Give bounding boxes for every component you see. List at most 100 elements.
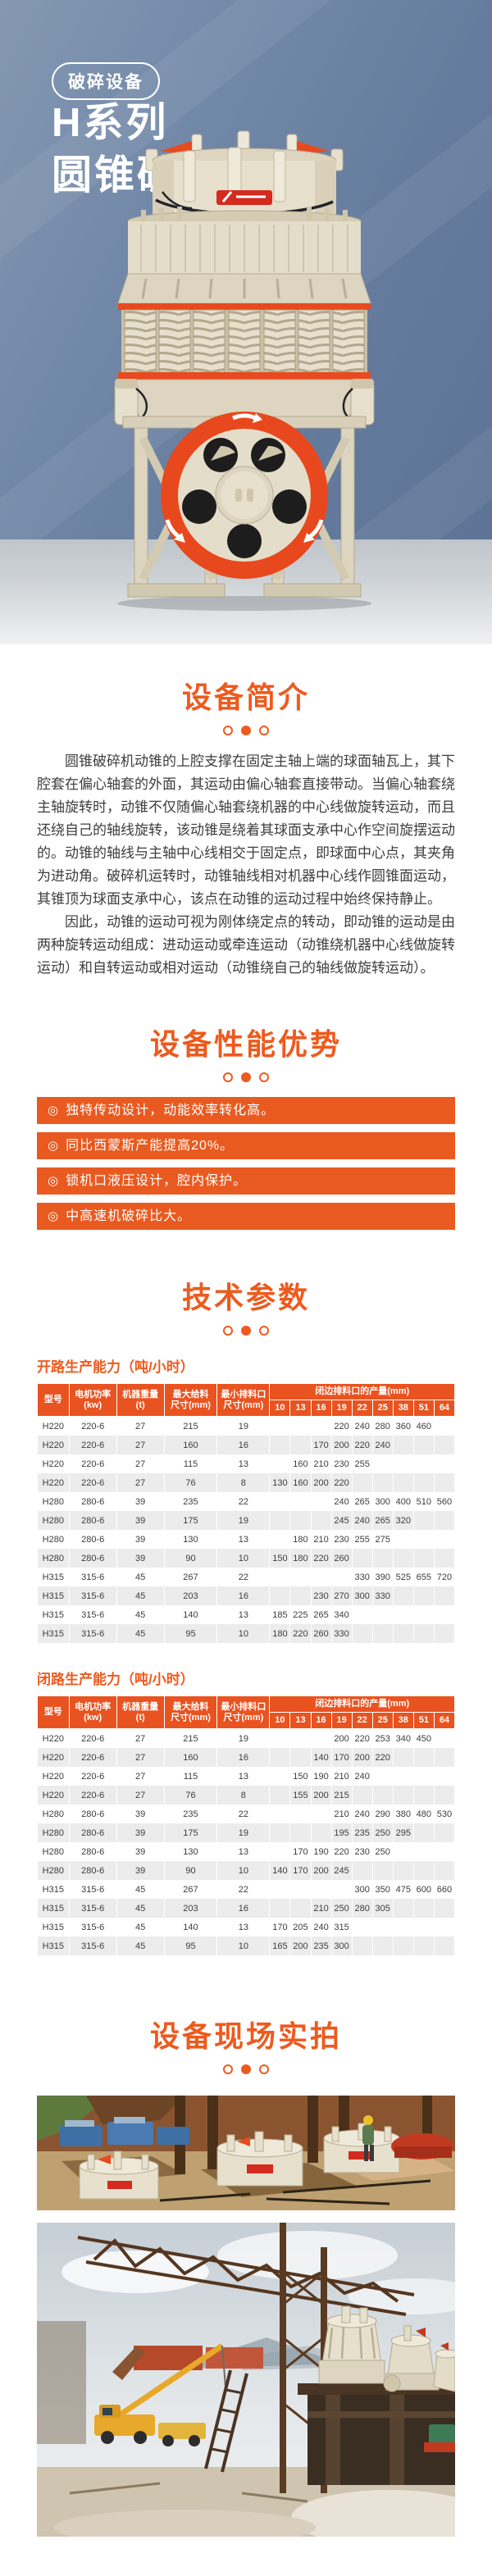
- table-cell: 150: [289, 1767, 312, 1786]
- table-cell: 165: [269, 1937, 291, 1955]
- table-cell: [310, 1728, 332, 1748]
- table-cell: 220: [330, 1473, 353, 1492]
- table-cell: [433, 1605, 456, 1624]
- table-cell: 195: [330, 1823, 353, 1842]
- table-row: H315 315-6 45 140 13 185 225 265 340: [37, 1605, 456, 1624]
- table-cell: [392, 1454, 414, 1473]
- table-cell: H280: [37, 1511, 70, 1530]
- table-cell: 210: [310, 1454, 332, 1473]
- table-row: H315 315-6 45 203 16 230 270 300 330: [37, 1586, 456, 1605]
- table-cell: 76: [163, 1786, 218, 1805]
- advantages-list: ◎ 独特传动设计，动能效率转化高。 ◎ 同比西蒙斯产能提高20%。 ◎ 锁机口液压设计，腔…: [37, 1097, 455, 1230]
- table-cell: 8: [216, 1473, 271, 1492]
- table-cell: H315: [37, 1899, 70, 1918]
- table-cell: 235: [310, 1937, 332, 1955]
- table-cell: 22: [216, 1492, 271, 1511]
- table-cell: 220-6: [68, 1786, 117, 1805]
- column-header: 最小排料口 尺寸(mm): [216, 1695, 271, 1729]
- size-header: 51: [412, 1400, 435, 1417]
- table-cell: [412, 1473, 435, 1492]
- table-cell: [310, 1511, 332, 1530]
- size-header: 10: [269, 1712, 291, 1729]
- table-cell: 280-6: [68, 1530, 117, 1549]
- size-header: 38: [392, 1400, 414, 1417]
- table-cell: 10: [216, 1861, 271, 1880]
- table-cell: 245: [330, 1861, 353, 1880]
- table-cell: 510: [412, 1492, 435, 1511]
- size-header: 16: [310, 1400, 332, 1417]
- column-header: 电机功率 (kw): [68, 1383, 117, 1417]
- table-row: H220 220-6 27 76 8 130 160 200 220: [37, 1473, 456, 1492]
- table-cell: 170: [269, 1918, 291, 1937]
- table-cell: 200: [310, 1861, 332, 1880]
- table-cell: 170: [330, 1748, 353, 1767]
- table-cell: [269, 1767, 291, 1786]
- table-cell: [412, 1767, 435, 1786]
- table-cell: 260: [310, 1624, 332, 1643]
- table-cell: 16: [216, 1436, 271, 1454]
- table-cell: 220-6: [68, 1436, 117, 1454]
- table-cell: H220: [37, 1767, 70, 1786]
- table-cell: 130: [269, 1473, 291, 1492]
- table-cell: [269, 1728, 291, 1748]
- table-cell: 180: [289, 1530, 312, 1549]
- table-row: H315 315-6 45 140 13 170 205 240 315: [37, 1918, 456, 1937]
- table-cell: [433, 1436, 456, 1454]
- table-cell: [371, 1549, 394, 1568]
- table-caption-open-circuit: 开路生产能力（吨/小时）: [37, 1359, 194, 1375]
- advantage-bar: ◎ 中高速机破碎比大。: [37, 1203, 455, 1230]
- dot-outline: [223, 1072, 233, 1082]
- size-header: 25: [371, 1400, 394, 1417]
- dot-filled: [241, 726, 251, 735]
- spec-table-open-circuit: 型号 电机功率 (kw) 机器重量 (t) 最大给料 尺寸(mm) 最小排料口 尺寸(m…: [37, 1383, 456, 1643]
- table-cell: 315-6: [68, 1624, 117, 1643]
- table-cell: 220: [351, 1436, 373, 1454]
- table-cell: 235: [163, 1492, 218, 1511]
- section-title-photos: 设备现场实拍: [149, 2019, 342, 2053]
- column-header: 最大给料 尺寸(mm): [163, 1383, 218, 1417]
- table-cell: [412, 1605, 435, 1624]
- table-cell: 45: [116, 1568, 165, 1586]
- table-cell: H220: [37, 1454, 70, 1473]
- table-cell: 240: [330, 1492, 353, 1511]
- table-cell: 39: [116, 1511, 165, 1530]
- table-cell: 13: [216, 1605, 271, 1624]
- table-cell: 45: [116, 1899, 165, 1918]
- table-cell: 230: [330, 1530, 353, 1549]
- table-cell: [392, 1842, 414, 1861]
- table-cell: 260: [330, 1549, 353, 1568]
- table-cell: [433, 1842, 456, 1861]
- table-cell: H280: [37, 1492, 70, 1511]
- table-cell: [433, 1586, 456, 1605]
- table-cell: 265: [310, 1605, 332, 1624]
- table-cell: [269, 1842, 291, 1861]
- parameters-body: 开路生产能力（吨/小时） 型号 电机功率 (kw) 机器重量 (t) 最大给料 尺寸(…: [37, 1355, 456, 1955]
- table-cell: 230: [330, 1454, 353, 1473]
- table-cell: 13: [216, 1530, 271, 1549]
- table-cell: 130: [163, 1530, 218, 1549]
- table-cell: [289, 1416, 312, 1436]
- advantage-bar: ◎ 锁机口液压设计，腔内保护。: [37, 1167, 455, 1195]
- table-cell: 170: [289, 1861, 312, 1880]
- table-cell: 210: [330, 1805, 353, 1823]
- section-dots: [0, 2064, 492, 2074]
- table-cell: [289, 1748, 312, 1767]
- table-cell: 720: [433, 1568, 456, 1586]
- table-cell: 400: [392, 1492, 414, 1511]
- table-cell: 45: [116, 1586, 165, 1605]
- table-cell: H280: [37, 1842, 70, 1861]
- table-row: H315 315-6 45 203 16 210 250 280 305: [37, 1899, 456, 1918]
- section-title-advantages: 设备性能优势: [149, 1027, 342, 1061]
- table-cell: [351, 1605, 373, 1624]
- table-row: H280 280-6 39 130 13 170 190 220 230 250: [37, 1842, 456, 1861]
- table-cell: 267: [163, 1880, 218, 1899]
- table-cell: [412, 1842, 435, 1861]
- bullet-icon: ◎: [48, 1104, 60, 1117]
- table-cell: 315-6: [68, 1880, 117, 1899]
- table-cell: 203: [163, 1586, 218, 1605]
- table-cell: [289, 1823, 312, 1842]
- table-cell: [392, 1861, 414, 1880]
- table-cell: [289, 1899, 312, 1918]
- table-cell: 245: [330, 1511, 353, 1530]
- table-cell: 200: [310, 1473, 332, 1492]
